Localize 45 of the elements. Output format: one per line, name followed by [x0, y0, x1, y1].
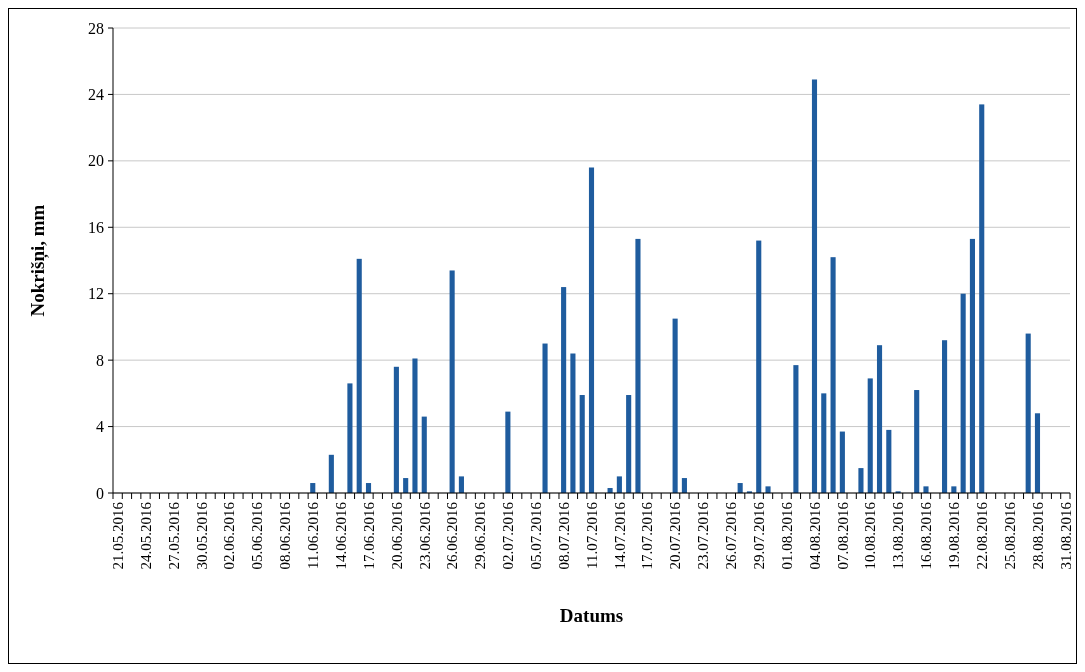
x-tick-label: 08.06.2016	[277, 501, 294, 570]
x-tick-label: 17.07.2016	[639, 501, 656, 570]
x-tick-label: 08.07.2016	[555, 501, 572, 570]
x-tick-label: 30.05.2016	[193, 501, 210, 570]
y-tick-label: 4	[96, 418, 104, 436]
x-tick-label: 01.08.2016	[778, 501, 795, 570]
x-tick-label: 26.06.2016	[444, 501, 461, 570]
y-tick-label: 16	[88, 218, 104, 236]
y-tick-label: 0	[96, 484, 104, 502]
x-tick-label: 31.08.2016	[1057, 501, 1074, 570]
x-tick-label: 22.08.2016	[973, 501, 990, 570]
x-tick-label: 11.06.2016	[305, 501, 322, 569]
y-tick-label: 8	[96, 351, 104, 369]
x-tick-label: 02.07.2016	[500, 501, 517, 570]
x-tick-label: 02.06.2016	[221, 501, 238, 570]
x-tick-label: 20.07.2016	[667, 501, 684, 570]
x-tick-label: 26.07.2016	[723, 501, 740, 570]
x-tick-label: 25.08.2016	[1001, 501, 1018, 570]
y-tick-label: 24	[88, 86, 104, 104]
x-tick-label: 24.05.2016	[137, 501, 154, 570]
y-tick-label: 20	[88, 152, 104, 170]
x-tick-label: 11.07.2016	[583, 501, 600, 569]
y-tick-label: 12	[88, 285, 104, 303]
x-tick-label: 05.07.2016	[528, 501, 544, 570]
x-tick-label: 10.08.2016	[862, 501, 879, 570]
x-tick-label: 05.06.2016	[249, 501, 266, 570]
y-axis-title: Nokrišņi, mm	[27, 204, 49, 317]
x-tick-label: 19.08.2016	[946, 501, 963, 570]
x-tick-label: 21.05.2016	[109, 501, 126, 570]
x-tick-label: 29.07.2016	[750, 501, 767, 570]
x-tick-label: 14.06.2016	[332, 501, 349, 570]
x-tick-label: 14.07.2016	[611, 501, 628, 570]
x-tick-label: 29.06.2016	[472, 501, 489, 570]
x-axis-title: Datums	[559, 605, 624, 626]
y-tick-label: 28	[88, 19, 104, 37]
x-tick-label: 13.08.2016	[890, 501, 907, 570]
x-tick-label: 27.05.2016	[165, 501, 182, 570]
x-tick-label: 16.08.2016	[918, 501, 935, 570]
x-tick-label: 23.07.2016	[695, 501, 712, 570]
x-tick-label: 17.06.2016	[360, 501, 377, 570]
x-tick-label: 04.08.2016	[806, 501, 823, 570]
x-tick-label: 20.06.2016	[388, 501, 405, 570]
x-tick-label: 23.06.2016	[416, 501, 433, 570]
x-tick-label: 28.08.2016	[1029, 501, 1046, 570]
x-tick-label: 07.08.2016	[834, 501, 851, 570]
